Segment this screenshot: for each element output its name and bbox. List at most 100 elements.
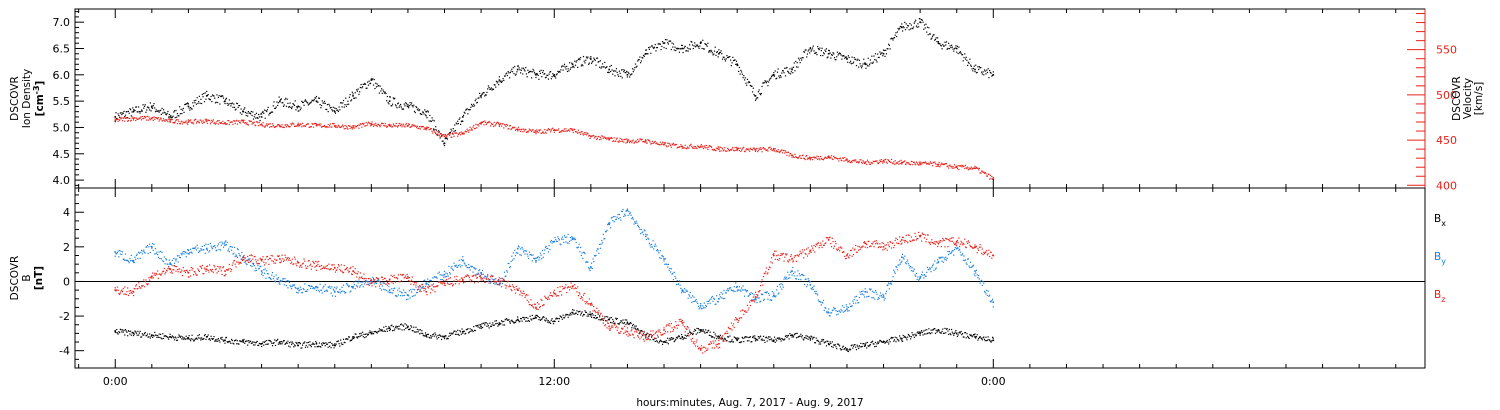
velocity-point-point [142,117,144,120]
velocity-point-point [285,124,287,126]
bx-point-point [220,337,222,339]
velocity-point-point [209,119,211,121]
bx-point-point [140,336,142,338]
velocity-point-point [435,132,437,134]
bx-point-point [290,343,293,345]
density-point-point [541,71,544,74]
velocity-point-point [511,126,514,128]
density-point-point [798,57,800,59]
density-point-point [695,44,697,46]
velocity-point-point [376,125,378,128]
by-point-point [222,243,224,245]
bx-point-point [976,334,978,336]
bx-point-point [463,330,465,332]
velocity-point-point [406,125,408,127]
velocity-point-point [735,146,738,149]
bx-point-point [610,317,612,319]
density-point-point [211,94,214,96]
by-point-point [227,250,229,252]
density-point-point [716,51,718,53]
bx-point-point [692,333,694,335]
velocity-point-point [893,161,895,163]
bx-point-point [749,336,751,338]
velocity-point-point [555,129,558,131]
bx-point-point [578,310,580,313]
velocity-point-point [261,125,263,127]
density-point-point [438,130,440,132]
bx-point-point [857,346,859,348]
density-point-point [968,62,970,64]
bx-point-point [652,338,654,341]
density-point-point [640,62,642,64]
bx-point-point [195,338,197,340]
bx-point-point [590,316,593,318]
bx-point-point [152,334,154,336]
bx-point [882,341,885,343]
density-point-point [656,47,658,49]
density-point-point [783,72,785,74]
bx-point-point [645,337,647,339]
by-point-point [706,300,708,303]
bx-point-point [198,334,200,336]
by-point-point [842,311,844,313]
velocity-point-point [210,121,212,123]
by-point-point [487,273,489,276]
by-point-point [121,253,123,256]
bx-point-point [401,329,403,331]
bfield-tick-label: -2 [59,310,70,323]
density-point-point [676,47,678,49]
velocity-point-point [770,148,772,151]
bx-point-point [468,332,470,334]
by-point-point [776,285,779,288]
bfield-label-units: [nT] [33,266,45,290]
velocity-point-point [639,138,641,140]
velocity-point-point [200,119,202,121]
velocity-point-point [344,124,346,127]
by-point-point [421,286,424,288]
velocity-point-point [453,135,455,137]
bx-point-point [314,346,316,348]
by-point-point [283,284,285,286]
velocity-point-point [572,131,574,134]
by-point-point [380,289,383,291]
density-point-point [677,48,679,50]
density-point-point [405,103,408,105]
bx-point-point [482,322,484,324]
by-point-point [860,290,863,293]
velocity-point-point [619,137,621,140]
velocity-point-point [398,122,400,125]
by-point-point [206,248,208,250]
velocity-point-point [285,126,288,128]
bx-point-point [566,313,569,316]
bx-point-point [450,332,452,334]
density-point-point [398,106,400,108]
density-point-point [276,101,278,103]
velocity-point-point [206,122,209,124]
bx-point-point [623,322,626,324]
density-point-point [809,47,811,49]
bx-point-point [634,327,637,329]
velocity-point-point [959,165,961,167]
bx-point-point [206,335,209,338]
density-point-point [282,102,284,104]
velocity-point-point [140,119,143,121]
bx-point-point [479,327,481,329]
bx-point-point [713,337,716,339]
density-point-point [369,83,371,85]
bx-point-point [854,344,856,346]
velocity-point-point [895,163,897,165]
by-point-point [468,263,470,266]
velocity-point-point [567,129,569,131]
velocity-point-point [220,122,222,124]
density-point-point [389,96,391,98]
bx-point-point [552,320,554,323]
by-point-point [300,288,302,291]
velocity-point-point [780,149,782,152]
density-point-point [280,98,282,100]
velocity-point-point [672,142,675,144]
by-point-point [554,236,556,239]
bx-point-point [886,339,888,342]
bx-point-point [249,340,251,342]
velocity-point-point [184,121,187,123]
density-point-point [757,97,759,99]
